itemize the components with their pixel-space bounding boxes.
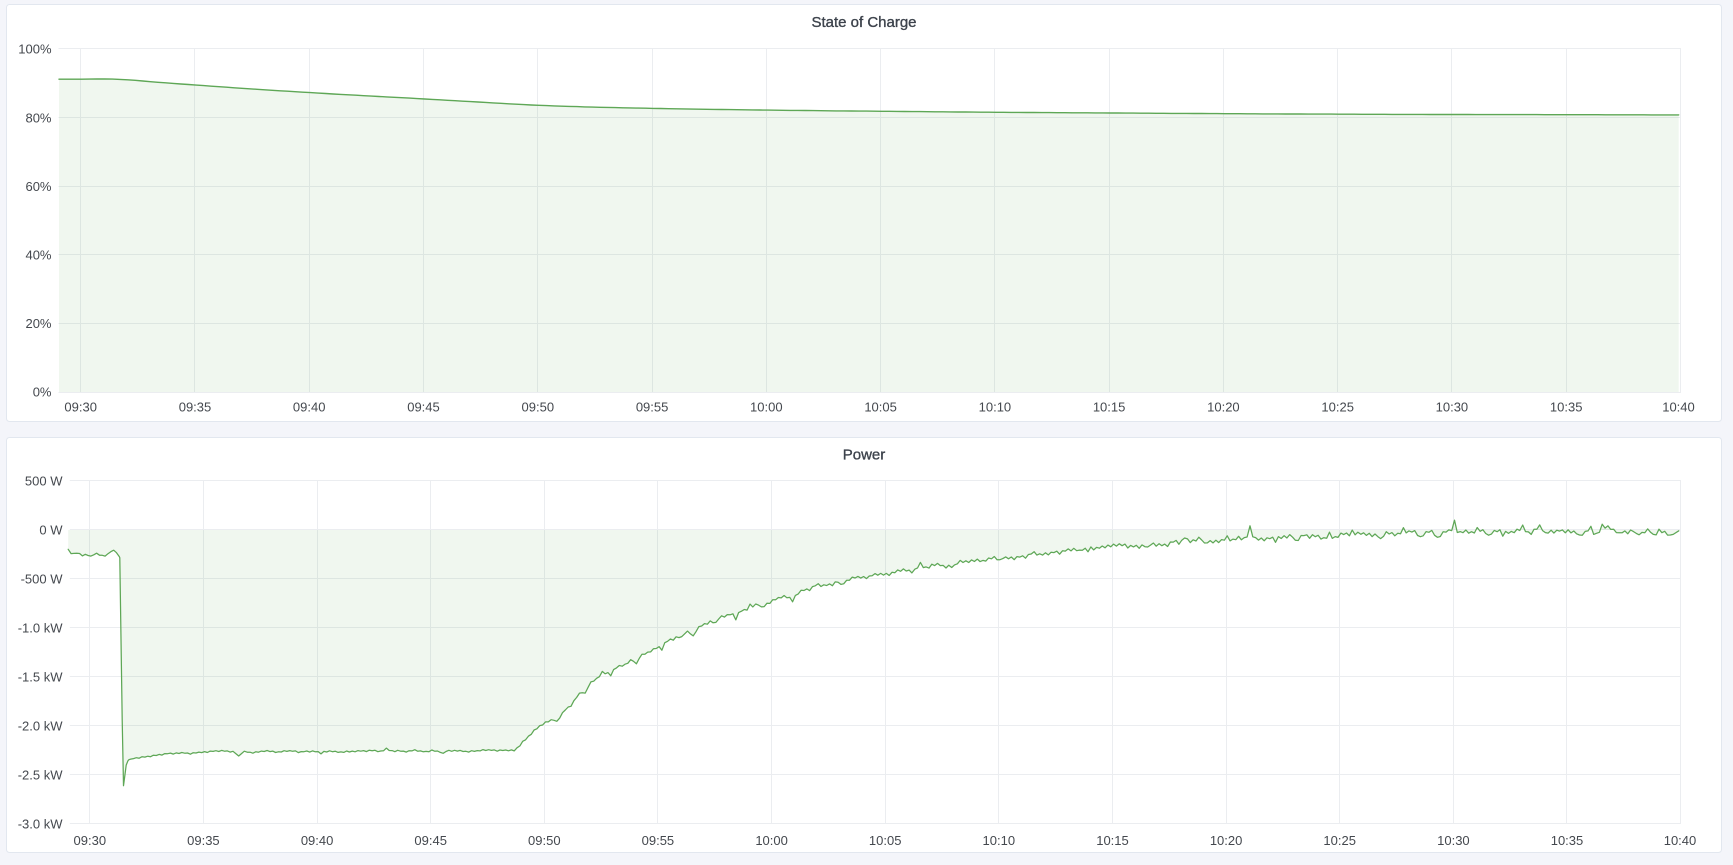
svg-text:-2.5 kW: -2.5 kW xyxy=(18,768,64,783)
svg-text:09:45: 09:45 xyxy=(414,833,447,848)
svg-text:09:55: 09:55 xyxy=(636,400,669,415)
svg-text:10:20: 10:20 xyxy=(1207,400,1240,415)
svg-text:10:05: 10:05 xyxy=(869,833,902,848)
svg-text:09:40: 09:40 xyxy=(293,400,326,415)
svg-text:10:40: 10:40 xyxy=(1662,400,1695,415)
svg-text:10:10: 10:10 xyxy=(979,400,1012,415)
svg-text:0 W: 0 W xyxy=(39,523,63,538)
svg-text:-3.0 kW: -3.0 kW xyxy=(18,817,64,832)
svg-text:60%: 60% xyxy=(25,179,51,194)
svg-text:-2.0 kW: -2.0 kW xyxy=(18,719,64,734)
svg-text:09:35: 09:35 xyxy=(187,833,220,848)
svg-text:09:30: 09:30 xyxy=(74,833,107,848)
svg-text:20%: 20% xyxy=(25,316,51,331)
svg-text:Power: Power xyxy=(843,446,886,463)
svg-text:09:45: 09:45 xyxy=(407,400,440,415)
svg-text:40%: 40% xyxy=(25,248,51,263)
svg-text:-1.0 kW: -1.0 kW xyxy=(18,621,64,636)
svg-text:09:35: 09:35 xyxy=(179,400,212,415)
svg-text:10:40: 10:40 xyxy=(1664,833,1697,848)
svg-text:09:40: 09:40 xyxy=(301,833,334,848)
svg-text:0%: 0% xyxy=(33,385,52,400)
svg-text:09:30: 09:30 xyxy=(64,400,97,415)
svg-text:10:35: 10:35 xyxy=(1550,400,1583,415)
svg-text:09:50: 09:50 xyxy=(522,400,555,415)
svg-text:-500 W: -500 W xyxy=(21,572,64,587)
svg-text:10:00: 10:00 xyxy=(750,400,783,415)
svg-text:10:15: 10:15 xyxy=(1093,400,1126,415)
svg-text:09:50: 09:50 xyxy=(528,833,561,848)
svg-text:10:05: 10:05 xyxy=(864,400,897,415)
svg-text:10:25: 10:25 xyxy=(1323,833,1356,848)
svg-text:09:55: 09:55 xyxy=(642,833,675,848)
svg-text:80%: 80% xyxy=(25,110,51,125)
svg-text:10:35: 10:35 xyxy=(1551,833,1584,848)
svg-text:State of Charge: State of Charge xyxy=(811,14,916,31)
svg-text:-1.5 kW: -1.5 kW xyxy=(18,670,64,685)
svg-text:10:30: 10:30 xyxy=(1437,833,1470,848)
svg-text:10:15: 10:15 xyxy=(1096,833,1129,848)
svg-text:100%: 100% xyxy=(18,42,52,57)
svg-text:10:30: 10:30 xyxy=(1436,400,1469,415)
svg-text:10:00: 10:00 xyxy=(755,833,788,848)
svg-text:500 W: 500 W xyxy=(25,474,63,489)
svg-text:10:10: 10:10 xyxy=(983,833,1016,848)
svg-text:10:25: 10:25 xyxy=(1321,400,1354,415)
svg-text:10:20: 10:20 xyxy=(1210,833,1243,848)
